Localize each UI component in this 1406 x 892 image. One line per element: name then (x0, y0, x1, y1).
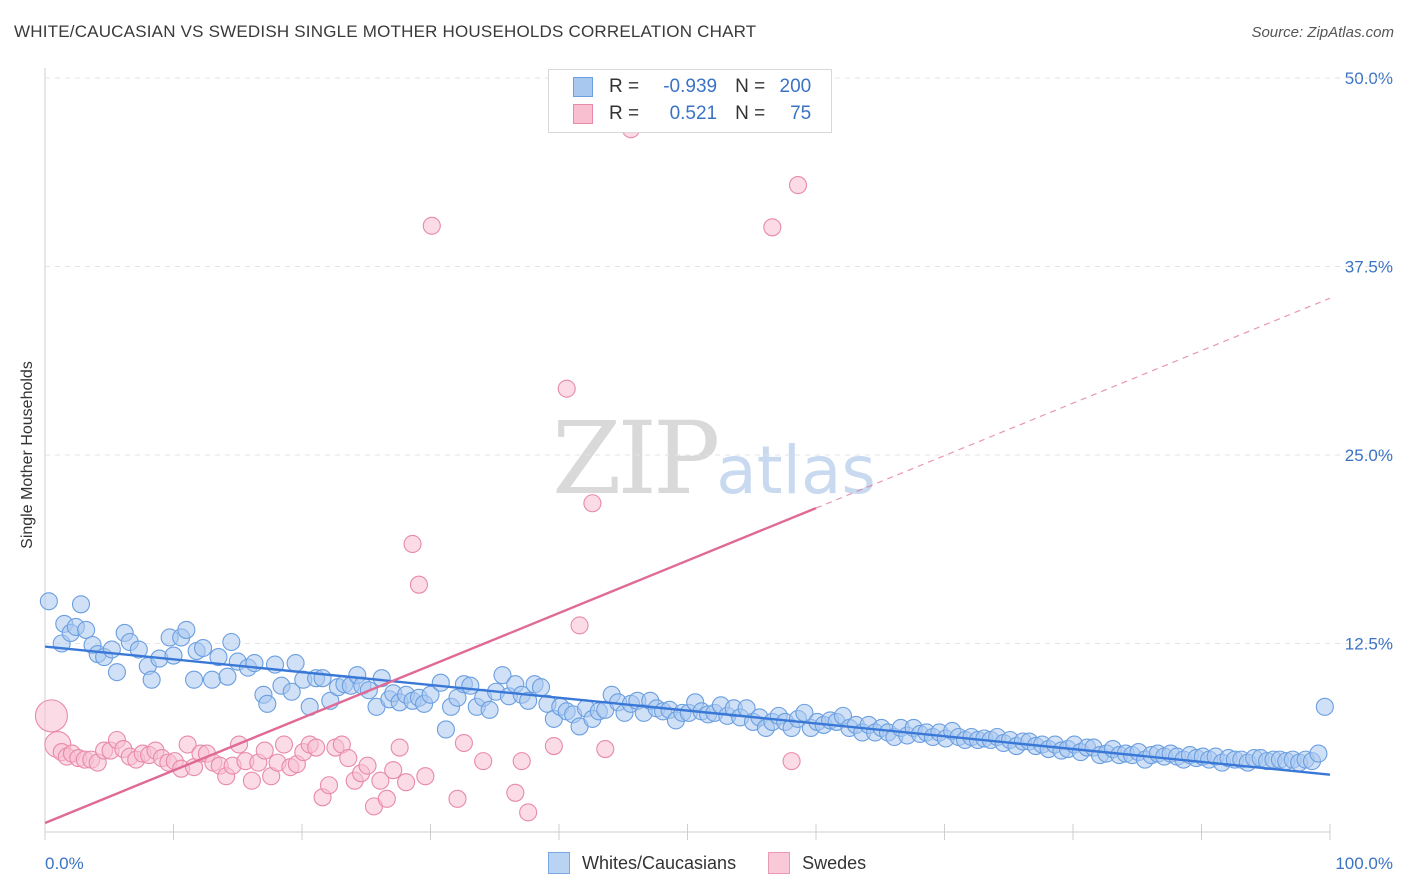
legend-n-label: N = (735, 103, 766, 124)
watermark-atlas: atlas (716, 432, 876, 509)
point-swedes (596, 740, 615, 759)
point-whites (177, 620, 196, 639)
point-swedes (274, 735, 294, 754)
legend-n-value-swedes: 75 (790, 103, 812, 124)
chart-title: WHITE/CAUCASIAN VS SWEDISH SINGLE MOTHER… (14, 22, 757, 41)
point-whites (1315, 697, 1334, 716)
series-legend: Whites/Caucasians Swedes (548, 852, 898, 874)
point-swedes (358, 756, 377, 775)
watermark: ZIPatlas (552, 400, 876, 517)
point-swedes (557, 379, 576, 398)
legend-row-swedes: R = 0.521 N = 75 (573, 102, 811, 126)
y-tick-label: 37.5% (1345, 258, 1393, 277)
point-swedes (397, 773, 416, 792)
point-swedes (390, 738, 409, 757)
point-whites (71, 595, 91, 614)
point-whites (203, 670, 222, 689)
trendline-swedes (44, 506, 817, 825)
point-swedes (242, 771, 261, 790)
point-swedes (512, 752, 531, 771)
point-whites (129, 640, 148, 659)
stats-legend: R = -0.939 N = 200 R = 0.521 N = 75 (548, 69, 832, 133)
point-swedes (422, 216, 441, 235)
point-swedes (34, 699, 68, 733)
point-swedes (570, 616, 589, 635)
point-swedes (763, 218, 782, 237)
point-whites (286, 654, 305, 673)
point-whites (107, 663, 127, 682)
point-whites (461, 676, 480, 695)
point-swedes (409, 575, 428, 594)
legend-n-label: N = (735, 76, 766, 97)
point-swedes (583, 494, 602, 513)
point-swedes (403, 534, 422, 554)
point-swedes (416, 767, 435, 786)
y-tick-label: 25.0% (1345, 446, 1393, 465)
point-whites (282, 682, 301, 701)
legend-r-label: R = (609, 76, 640, 97)
y-tick-label: 12.5% (1345, 635, 1393, 654)
point-swedes (519, 803, 538, 822)
point-whites (39, 592, 58, 611)
legend-label-whites: Whites/Caucasians (582, 852, 737, 873)
point-whites (1309, 744, 1328, 763)
legend-n-value-whites: 200 (779, 76, 812, 97)
point-swedes (319, 776, 339, 795)
point-whites (258, 694, 277, 713)
point-whites (313, 669, 332, 688)
point-swedes (371, 771, 390, 790)
legend-swatch-swedes (768, 852, 791, 874)
watermark-zip: ZIP (552, 400, 720, 517)
legend-item-whites[interactable]: Whites/Caucasians (548, 852, 736, 874)
point-whites (519, 691, 538, 710)
point-swedes (788, 176, 808, 195)
x-tick-label: 0.0% (45, 854, 84, 873)
point-swedes (339, 749, 358, 768)
point-whites (142, 670, 161, 689)
legend-r-value-whites: -0.939 (663, 76, 718, 97)
point-swedes (377, 789, 396, 808)
point-swedes (544, 736, 563, 756)
point-whites (194, 638, 213, 658)
point-swedes (384, 761, 403, 780)
legend-r-value-swedes: 0.521 (669, 103, 718, 124)
trendline-swedes-extension (815, 297, 1331, 509)
point-whites (77, 620, 96, 639)
point-whites (102, 640, 121, 659)
point-whites (185, 670, 204, 689)
point-whites (531, 678, 551, 697)
legend-item-swedes[interactable]: Swedes (768, 852, 866, 874)
point-swedes (448, 789, 467, 808)
point-whites (421, 685, 440, 704)
point-whites (436, 720, 455, 739)
chart-source: Source: ZipAtlas.com (1251, 24, 1394, 41)
point-whites (164, 646, 183, 665)
trendline-whites (44, 645, 1331, 776)
point-swedes (474, 752, 493, 771)
point-whites (209, 648, 228, 667)
point-swedes (506, 783, 525, 802)
legend-r-label: R = (609, 103, 640, 124)
legend-row-whites: R = -0.939 N = 200 (573, 75, 811, 99)
legend-swatch-whites (548, 852, 570, 874)
point-swedes (178, 735, 197, 754)
point-swedes (255, 741, 274, 760)
point-swedes (782, 752, 801, 771)
point-whites (222, 632, 241, 652)
x-tick-label: 100.0% (1335, 854, 1393, 873)
point-whites (431, 673, 450, 692)
point-whites (218, 667, 237, 686)
legend-swatch-swedes (573, 104, 593, 124)
point-swedes (307, 738, 326, 757)
point-whites (480, 700, 499, 719)
legend-swatch-whites (573, 77, 593, 97)
legend-label-swedes: Swedes (802, 852, 867, 873)
point-whites (493, 666, 512, 685)
point-swedes (454, 733, 473, 753)
